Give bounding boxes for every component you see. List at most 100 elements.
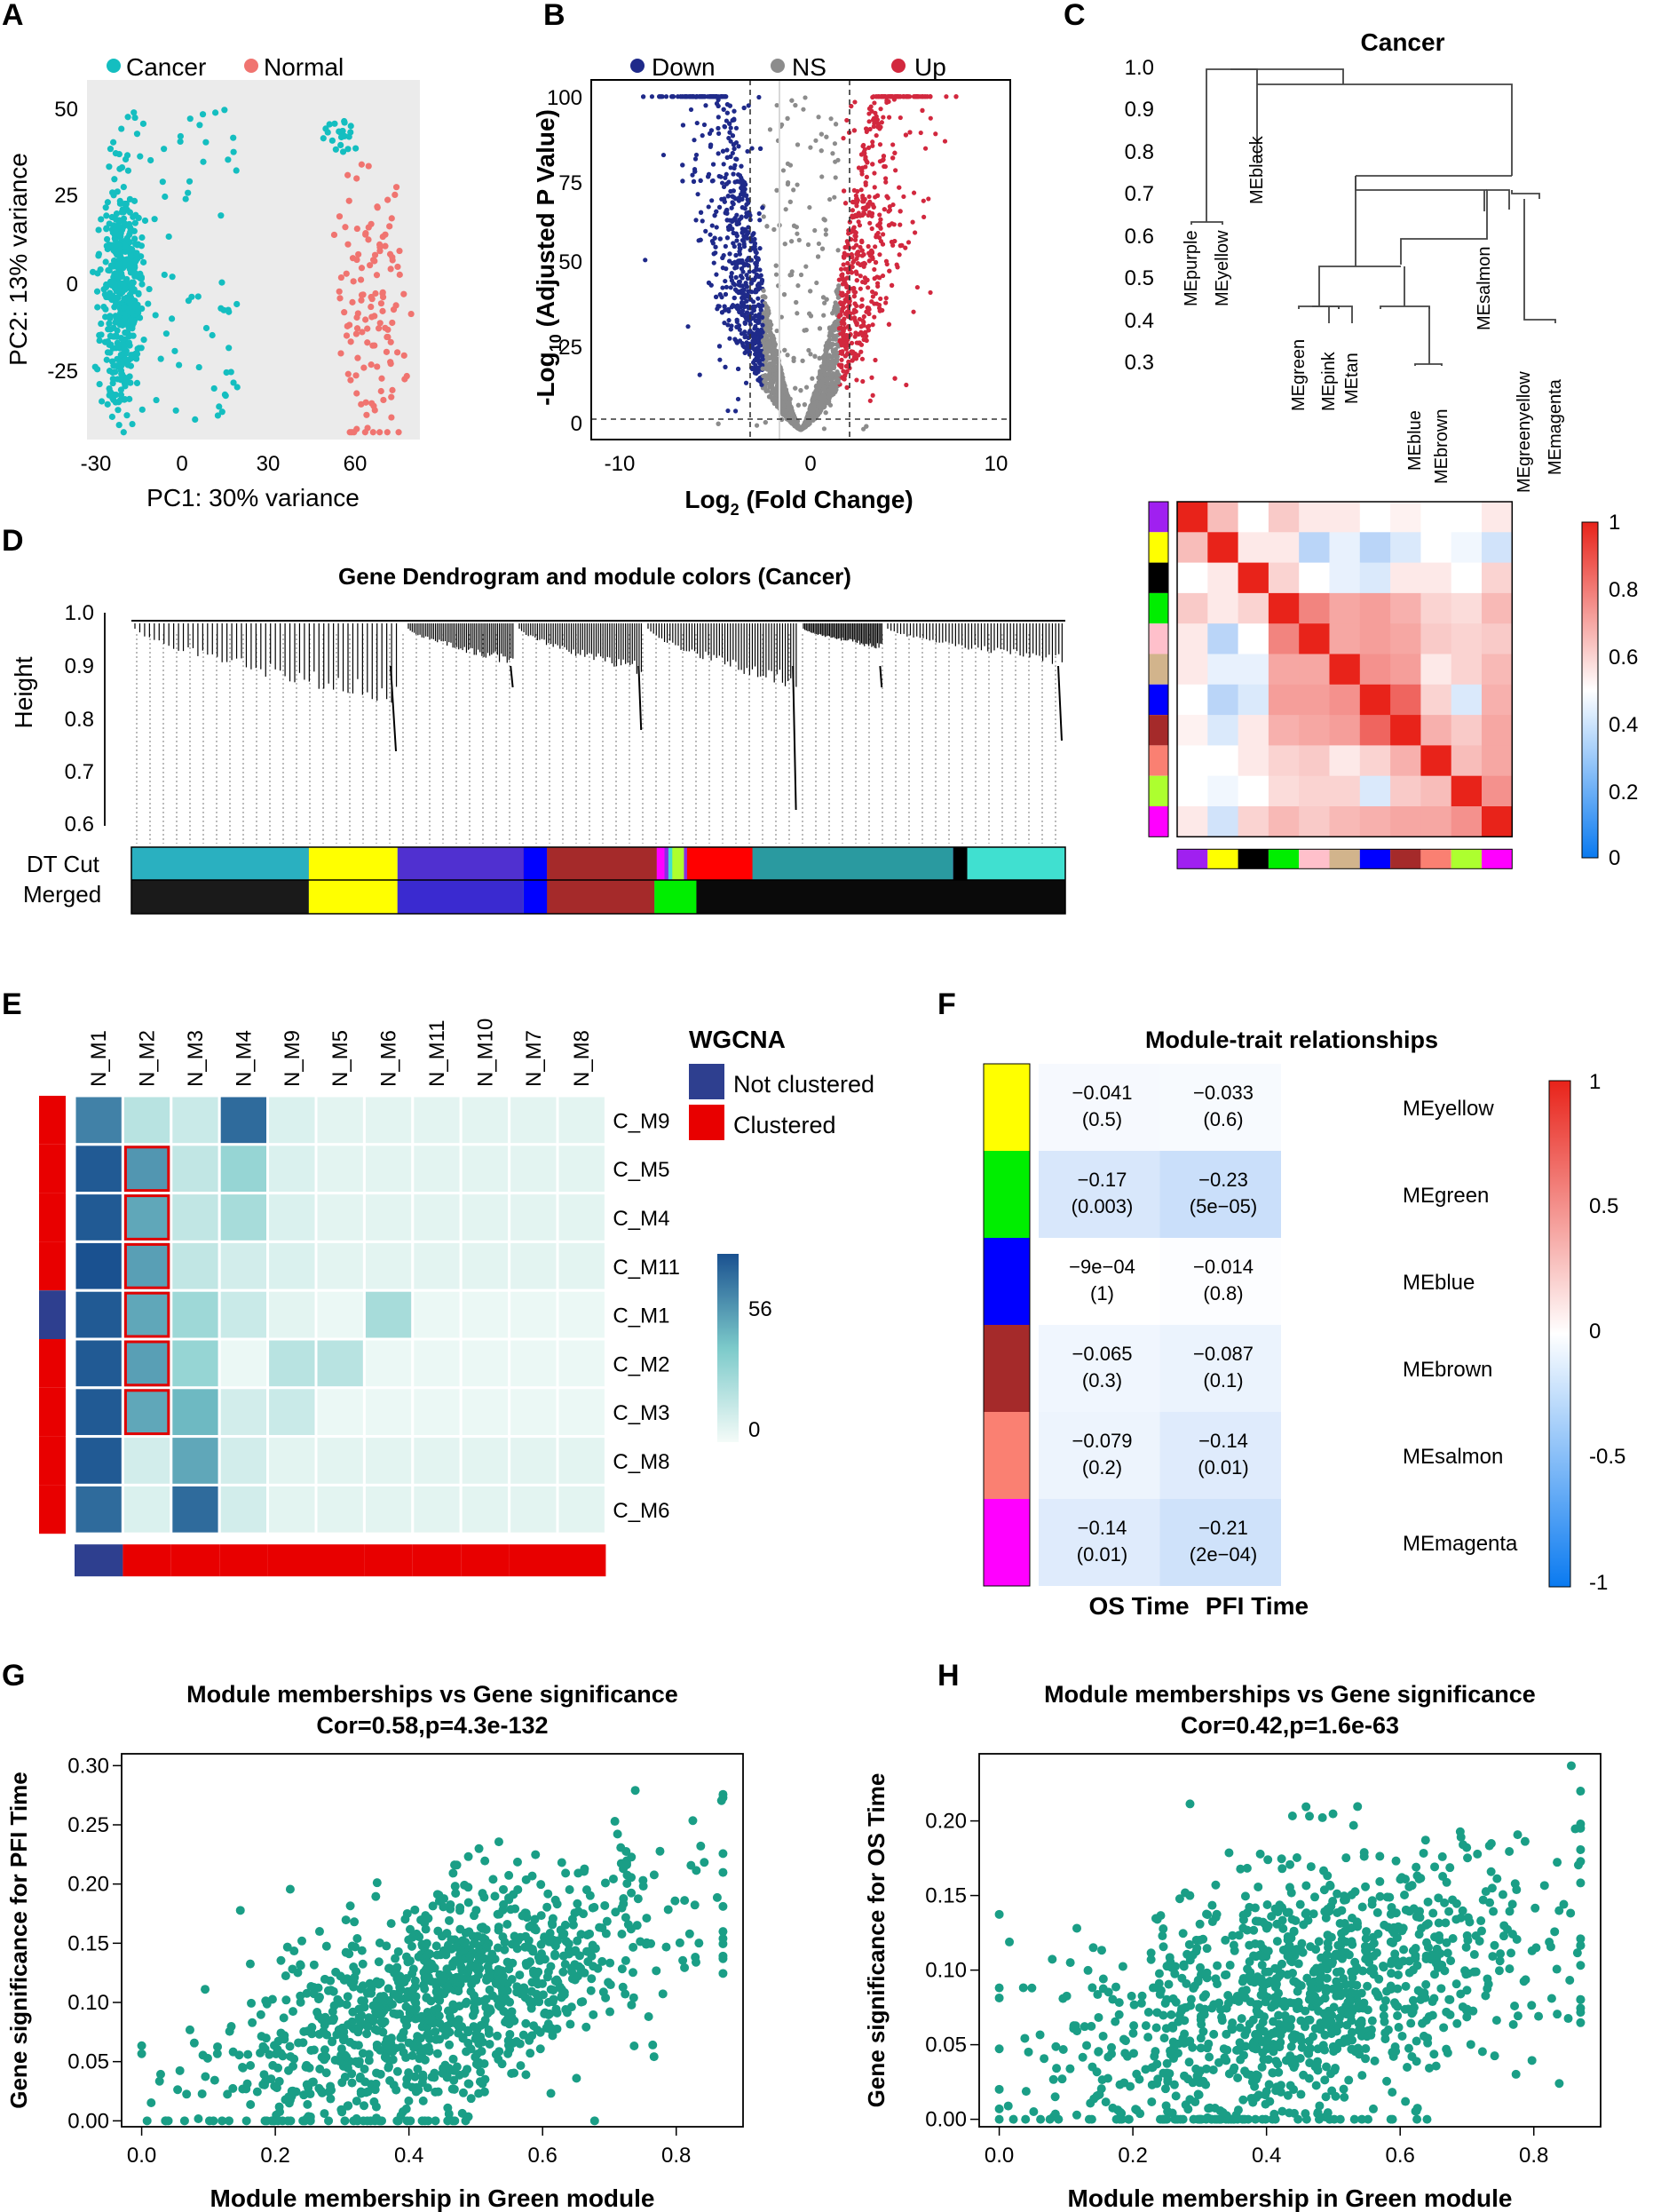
volcano-point-down	[714, 225, 719, 230]
volcano-point-down	[723, 364, 728, 369]
volcano-point-ns	[795, 231, 800, 236]
volcano-point-up	[878, 217, 883, 222]
volcano-point-ns	[821, 313, 826, 318]
volcano-point-ns	[789, 239, 795, 244]
pca-point-normal	[341, 309, 348, 316]
volcano-point-up	[875, 121, 881, 127]
volcano-point-up	[890, 142, 896, 147]
volcano-point-up	[854, 377, 859, 383]
volcano-point-ns	[825, 340, 830, 345]
volcano-point-ns	[795, 311, 800, 316]
pca-point-cancer	[98, 216, 105, 223]
module-heatmap-cell	[1177, 623, 1208, 654]
pca-points	[90, 107, 415, 436]
volcano-point-down	[741, 229, 747, 234]
volcano-point-up	[852, 334, 858, 339]
dendrogram-deep-branch	[390, 665, 397, 752]
volcano-point-down	[728, 327, 733, 332]
volcano-point-up	[886, 209, 891, 214]
volcano-point-down	[725, 408, 731, 414]
volcano-point-up	[872, 185, 877, 190]
pca-point-cancer	[106, 320, 113, 327]
pca-point-normal	[354, 354, 361, 361]
pca-point-cancer	[216, 403, 223, 410]
pca-point-normal	[354, 310, 361, 317]
volcano-point-up	[856, 219, 861, 225]
volcano-point-ns	[782, 383, 787, 389]
pca-point-cancer	[186, 178, 194, 185]
volcano-point-ns	[828, 381, 834, 386]
pca-point-normal	[358, 161, 365, 168]
volcano-point-down	[680, 123, 686, 128]
pca-point-cancer	[104, 199, 111, 206]
volcano-point-down	[743, 380, 749, 385]
volcano-point-up	[842, 201, 849, 206]
pca-point-cancer	[104, 245, 111, 253]
volcano-point-up	[944, 94, 949, 99]
pca-point-normal	[403, 372, 410, 380]
module-heatmap-cell	[1207, 502, 1239, 533]
volcano-point-down	[733, 274, 739, 281]
volcano-point-down	[690, 172, 695, 178]
pca-point-normal	[380, 396, 387, 404]
volcano-point-ns	[771, 346, 777, 352]
volcano-point-ns	[829, 324, 835, 330]
volcano-point-ns	[761, 310, 766, 315]
volcano-point-down	[728, 188, 733, 194]
y-tick-label: 0.8	[1125, 140, 1154, 164]
pca-point-cancer	[106, 163, 113, 170]
module-heatmap-cell	[1177, 502, 1208, 533]
volcano-point-down	[663, 94, 669, 99]
volcano-point-up	[901, 194, 906, 200]
volcano-point-up	[840, 341, 845, 346]
volcano-point-ns	[772, 360, 778, 365]
volcano-point-up	[866, 194, 872, 200]
volcano-point-up	[885, 195, 890, 201]
module-heatmap-cell	[1482, 775, 1513, 807]
volcano-point-up	[866, 285, 871, 290]
volcano-point-ns	[824, 349, 829, 354]
volcano-point-down	[737, 172, 743, 178]
volcano-point-ns	[834, 350, 840, 356]
module-heatmap-cell	[1359, 745, 1391, 777]
volcano-point-ns	[794, 299, 799, 305]
volcano-point-up	[842, 325, 847, 331]
pca-point-cancer	[332, 146, 339, 153]
volcano-point-ns	[754, 423, 760, 428]
volcano-point-up	[845, 260, 850, 266]
pca-point-cancer	[104, 400, 111, 408]
volcano-point-down	[710, 162, 716, 167]
volcano-point-ns	[767, 363, 773, 369]
pca-point-cancer	[130, 286, 138, 293]
row-color-swatch	[1149, 532, 1168, 563]
volcano-point-up	[850, 358, 855, 363]
pca-point-cancer	[118, 209, 125, 216]
pca-point-normal	[368, 303, 375, 311]
legend-cancer-label: Cancer	[126, 53, 206, 81]
module-heatmap-cell	[1390, 745, 1421, 777]
volcano-point-down	[735, 303, 740, 308]
pca-point-cancer	[118, 125, 125, 132]
pca-point-cancer	[108, 213, 115, 221]
pca-point-cancer	[122, 220, 129, 227]
pca-point-cancer	[103, 356, 110, 363]
volcano-point-ns	[785, 353, 790, 358]
pca-point-normal	[387, 266, 394, 273]
scale-tick-label: 0.2	[1609, 781, 1638, 805]
volcano-point-up	[869, 289, 875, 295]
volcano-point-down	[669, 94, 675, 99]
volcano-point-down	[660, 152, 667, 158]
pca-point-cancer	[185, 297, 193, 305]
pca-point-cancer	[145, 300, 152, 307]
module-heatmap-cell	[1451, 806, 1483, 837]
pca-point-cancer	[96, 380, 103, 388]
volcano-point-down	[708, 128, 715, 133]
volcano-point-up	[860, 333, 866, 338]
pca-point-cancer	[115, 407, 122, 414]
pca-point-cancer	[113, 345, 120, 352]
legend-up-label: Up	[914, 53, 946, 81]
row-color-swatch	[1149, 684, 1168, 716]
pca-point-cancer	[347, 123, 354, 130]
pca-point-cancer	[221, 391, 229, 398]
module-heatmap-cell	[1420, 715, 1452, 746]
